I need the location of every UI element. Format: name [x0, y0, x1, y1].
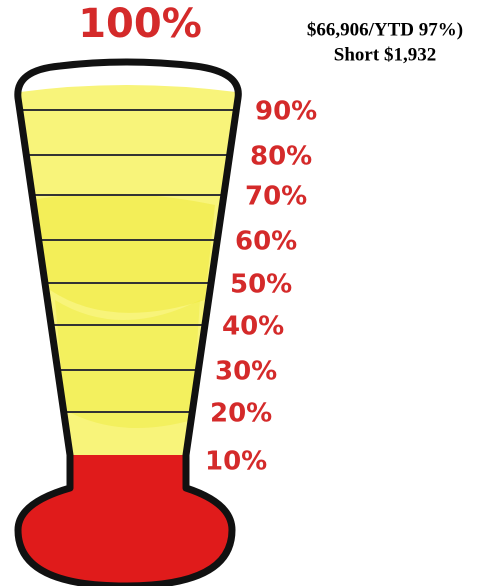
scale-label: 70% — [245, 182, 307, 212]
scale-label: 30% — [215, 357, 277, 387]
status-text: $66,906/YTD 97%) — [307, 19, 463, 40]
shortfall-text: Short $1,932 — [334, 44, 436, 65]
scale-label: 90% — [255, 97, 317, 127]
scale-label: 10% — [205, 447, 267, 477]
scale-label: 50% — [230, 270, 292, 300]
scale-label: 40% — [222, 312, 284, 342]
thermometer-graphic: 100% $66,906/YTD 97%) Short $1,932 90% 80… — [0, 0, 485, 586]
scale-label: 60% — [235, 227, 297, 257]
red-fill — [20, 455, 230, 585]
scale-label: 80% — [250, 142, 312, 172]
top-label: 100% — [78, 1, 202, 47]
scale-label: 20% — [210, 399, 272, 429]
